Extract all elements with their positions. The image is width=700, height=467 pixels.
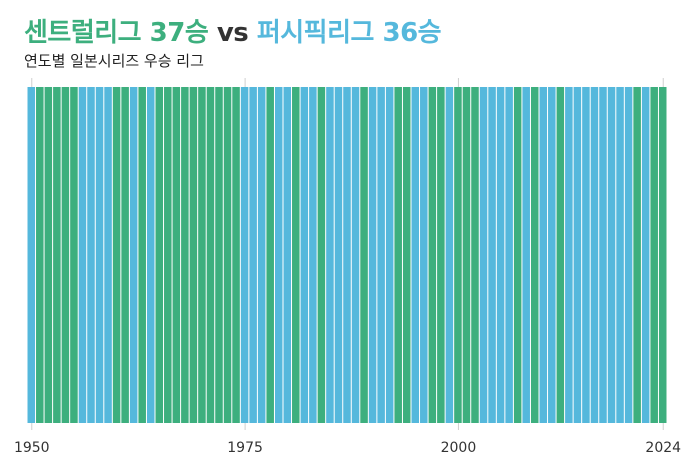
bar-1960: [112, 87, 121, 423]
x-tick-label-1975: 1975: [227, 440, 263, 456]
bar-2016: [590, 87, 599, 423]
bar-2009: [530, 87, 539, 423]
bar-1977: [257, 87, 266, 423]
bar-1954: [61, 87, 70, 423]
bar-2022: [641, 87, 650, 423]
bars: [27, 87, 667, 423]
bar-2001: [462, 87, 471, 423]
bar-1963: [138, 87, 146, 423]
bar-2015: [582, 87, 590, 423]
bar-1980: [283, 87, 292, 423]
bar-1950: [27, 87, 36, 423]
bar-2024: [658, 87, 667, 423]
bar-2023: [650, 87, 658, 423]
chart-subtitle: 연도별 일본시리즈 우승 리그: [24, 52, 204, 70]
bar-1985: [326, 87, 334, 423]
bar-1957: [87, 87, 95, 423]
bar-1971: [206, 87, 215, 423]
bar-1952: [44, 87, 53, 423]
bar-1979: [274, 87, 283, 423]
bar-2005: [496, 87, 505, 423]
bar-2021: [633, 87, 641, 423]
bar-1991: [377, 87, 385, 423]
chart-title: 센트럴리그 37승 vs 퍼시픽리그 36승: [24, 12, 442, 49]
bar-1968: [181, 87, 189, 423]
bar-1964: [146, 87, 155, 423]
bar-2008: [522, 87, 530, 423]
bar-2013: [565, 87, 573, 423]
bar-1999: [445, 87, 454, 423]
bar-1953: [53, 87, 61, 423]
title-pacific: 퍼시픽리그 36승: [256, 18, 442, 48]
x-tick-label-2000: 2000: [441, 440, 477, 456]
bar-2019: [616, 87, 624, 423]
title-vs: vs: [216, 18, 249, 48]
bar-1962: [129, 87, 138, 423]
bar-1986: [334, 87, 343, 423]
bar-1978: [266, 87, 274, 423]
bar-1958: [95, 87, 104, 423]
bar-1967: [172, 87, 181, 423]
bar-2014: [573, 87, 582, 423]
bar-1956: [78, 87, 87, 423]
bar-1983: [309, 87, 317, 423]
bar-2020: [624, 87, 633, 423]
bar-2010: [539, 87, 548, 423]
bar-1984: [317, 87, 326, 423]
bar-2002: [471, 87, 479, 423]
bar-2011: [548, 87, 556, 423]
bar-1992: [385, 87, 394, 423]
bar-1970: [198, 87, 206, 423]
bar-1990: [368, 87, 377, 423]
bar-1951: [36, 87, 44, 423]
bar-1998: [437, 87, 445, 423]
bar-1955: [70, 87, 78, 423]
bar-2007: [513, 87, 522, 423]
bar-2003: [479, 87, 488, 423]
bar-1965: [155, 87, 164, 423]
bar-1994: [402, 87, 411, 423]
bar-2004: [488, 87, 496, 423]
bar-1995: [411, 87, 420, 423]
bar-1972: [215, 87, 223, 423]
x-tick-label-2024: 2024: [645, 440, 681, 456]
bar-1959: [104, 87, 112, 423]
bar-1997: [428, 87, 437, 423]
bar-2012: [556, 87, 565, 423]
bar-2018: [607, 87, 616, 423]
bar-1975: [240, 87, 249, 423]
bar-1969: [189, 87, 198, 423]
x-tick-label-1950: 1950: [14, 440, 50, 456]
bar-1974: [232, 87, 240, 423]
bar-1976: [249, 87, 257, 423]
bar-2006: [505, 87, 513, 423]
bar-1961: [121, 87, 129, 423]
bar-1982: [300, 87, 309, 423]
bar-2000: [454, 87, 462, 423]
bar-1981: [292, 87, 300, 423]
bar-1973: [223, 87, 232, 423]
bar-1989: [360, 87, 368, 423]
bar-1993: [394, 87, 402, 423]
bar-2017: [599, 87, 607, 423]
title-central: 센트럴리그 37승: [24, 18, 209, 48]
bar-1966: [164, 87, 172, 423]
bar-1988: [351, 87, 360, 423]
bar-1996: [420, 87, 428, 423]
x-axis: 1950 1975 2000 2024: [14, 440, 681, 456]
bar-1987: [343, 87, 351, 423]
